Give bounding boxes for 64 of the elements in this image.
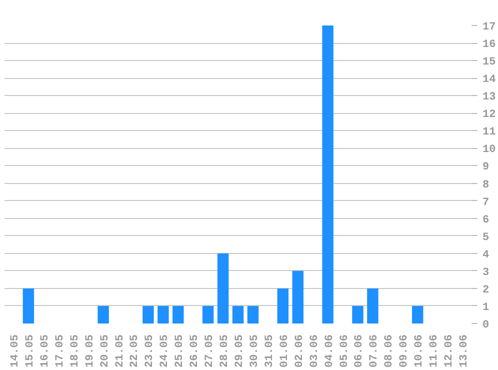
bar	[277, 288, 289, 324]
bar	[142, 306, 154, 324]
x-tick-label: 16.05	[39, 334, 52, 368]
y-tick-label: 17	[482, 22, 496, 34]
x-tick-label: 29.05	[234, 334, 246, 368]
bar	[98, 306, 109, 324]
x-tick-label: 09.06	[398, 334, 411, 368]
x-tick-label: 11.06	[428, 334, 441, 368]
y-tick-label: 5	[482, 232, 490, 244]
x-tick-label: 13.06	[458, 334, 471, 368]
bar	[158, 306, 169, 324]
bar	[352, 306, 364, 324]
bar	[22, 288, 34, 324]
x-tick-label: 14.05	[9, 334, 22, 368]
x-tick-label: 17.05	[54, 334, 66, 368]
x-tick-label: 01.06	[278, 334, 291, 368]
bar	[217, 253, 229, 324]
bar	[322, 26, 334, 324]
y-tick-label: 10	[482, 144, 496, 156]
y-tick-label: 3	[482, 266, 490, 279]
x-tick-label: 18.05	[69, 334, 82, 368]
y-tick-label: 9	[482, 162, 490, 174]
x-tick-label: 04.06	[324, 334, 336, 368]
x-tick-label: 19.05	[84, 334, 96, 368]
y-tick-label: 13	[482, 92, 496, 104]
x-tick-label: 15.05	[24, 334, 36, 368]
x-tick-label: 07.06	[368, 334, 381, 368]
x-tick-label: 10.06	[414, 334, 426, 368]
bar	[232, 306, 244, 324]
x-tick-label: 05.06	[338, 334, 351, 368]
y-tick-label: 2	[482, 284, 490, 296]
x-tick-label: 12.06	[444, 334, 456, 368]
y-tick-label: 7	[482, 196, 490, 209]
bar	[247, 306, 259, 324]
bar	[292, 270, 304, 324]
x-tick-label: 08.06	[384, 334, 396, 368]
y-tick-label: 14	[482, 74, 496, 86]
x-tick-label: 24.05	[159, 334, 172, 368]
x-tick-label: 02.06	[294, 334, 306, 368]
y-tick-label: 11	[482, 126, 496, 139]
bar	[172, 306, 184, 324]
y-tick-label: 6	[482, 214, 490, 226]
x-tick-label: 25.05	[174, 334, 186, 368]
x-tick-label: 03.06	[308, 334, 321, 368]
x-tick-label: 28.05	[219, 334, 232, 368]
y-tick-label: 0	[482, 320, 490, 332]
x-tick-label: 31.05	[264, 334, 276, 368]
x-tick-label: 27.05	[204, 334, 216, 368]
x-tick-label: 22.05	[129, 334, 142, 368]
x-tick-label: 30.05	[248, 334, 261, 368]
bar	[202, 306, 214, 324]
x-tick-label: 06.06	[354, 334, 366, 368]
bar	[367, 288, 378, 324]
y-tick-label: 4	[482, 249, 490, 262]
y-tick-label: 1	[482, 302, 490, 314]
y-tick-label: 15	[482, 56, 496, 69]
y-tick-label: 12	[482, 109, 496, 122]
y-tick-label: 16	[482, 39, 496, 52]
x-tick-label: 20.05	[99, 334, 112, 368]
y-tick-label: 8	[482, 179, 490, 192]
x-tick-label: 26.05	[189, 334, 202, 368]
x-tick-label: 23.05	[144, 334, 156, 368]
bar	[412, 306, 424, 324]
x-tick-label: 21.05	[114, 334, 126, 368]
